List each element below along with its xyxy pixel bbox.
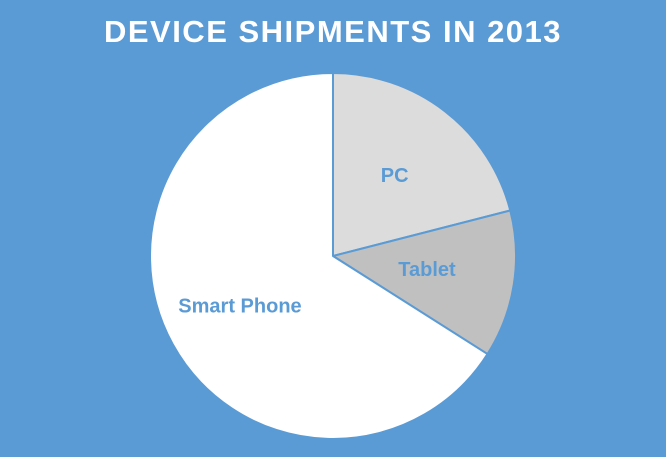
pie-slice-pc	[332, 72, 512, 257]
slice-label-pc: PC	[381, 165, 409, 187]
slice-label-tablet: Tablet	[398, 259, 456, 281]
chart-title: DEVICE SHIPMENTS IN 2013	[103, 14, 563, 49]
pie-slice-tablet	[332, 209, 517, 356]
slice-label-smart-phone: Smart Phone	[178, 295, 301, 317]
pie-slice-smart-phone	[149, 72, 489, 440]
